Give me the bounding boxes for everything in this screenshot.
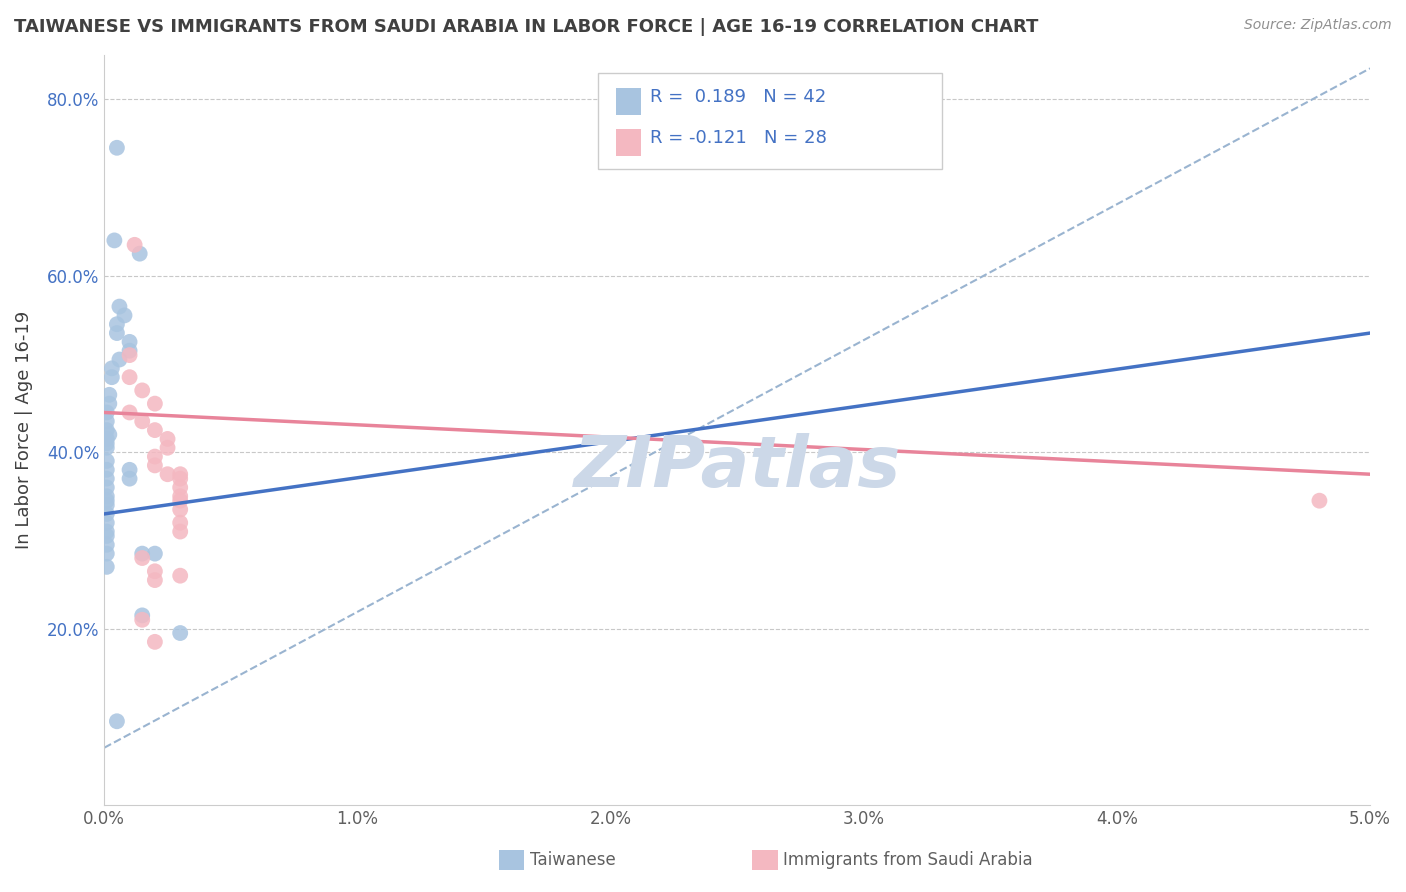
Point (96, 547, 118, 561)
Point (118, 463, 141, 477)
Point (105, 326, 128, 340)
Point (156, 441, 179, 455)
Point (105, 317, 128, 331)
Point (101, 361, 124, 376)
Point (98, 427, 121, 442)
Text: Immigrants from Saudi Arabia: Immigrants from Saudi Arabia (783, 851, 1033, 869)
Point (143, 635, 166, 649)
Point (118, 370, 141, 384)
Point (105, 714, 128, 729)
Point (108, 352, 131, 367)
Point (169, 568, 191, 582)
Point (118, 348, 141, 362)
Point (131, 551, 153, 566)
Point (118, 343, 141, 358)
Point (96, 441, 118, 455)
Point (96, 524, 118, 539)
Point (118, 405, 141, 419)
Point (143, 450, 166, 464)
Point (96, 480, 118, 494)
Point (131, 384, 153, 398)
Point (169, 467, 191, 482)
Point (96, 432, 118, 446)
Point (169, 493, 191, 508)
Point (101, 370, 124, 384)
Point (128, 246, 150, 260)
Point (169, 524, 191, 539)
Point (108, 300, 131, 314)
Point (118, 334, 141, 349)
Point (131, 613, 153, 627)
Point (169, 480, 191, 494)
Point (143, 458, 166, 473)
Point (96, 498, 118, 512)
Point (103, 234, 125, 248)
Point (96, 463, 118, 477)
Point (96, 414, 118, 428)
Point (131, 414, 153, 428)
Text: Taiwanese: Taiwanese (530, 851, 616, 869)
Point (96, 559, 118, 574)
Text: R = -0.121   N = 28: R = -0.121 N = 28 (650, 129, 827, 147)
Point (156, 432, 179, 446)
Point (143, 564, 166, 578)
Point (96, 507, 118, 521)
Text: TAIWANESE VS IMMIGRANTS FROM SAUDI ARABIA IN LABOR FORCE | AGE 16-19 CORRELATION: TAIWANESE VS IMMIGRANTS FROM SAUDI ARABI… (14, 18, 1039, 36)
Point (114, 309, 136, 323)
Point (131, 547, 153, 561)
Point (96, 454, 118, 468)
Text: ZIPatlas: ZIPatlas (574, 434, 901, 502)
Point (124, 237, 146, 252)
Point (96, 538, 118, 552)
Point (169, 489, 191, 503)
Point (169, 472, 191, 486)
Point (169, 516, 191, 530)
Point (131, 608, 153, 623)
Point (96, 436, 118, 450)
Point (1308, 493, 1330, 508)
Point (156, 467, 179, 482)
Point (96, 529, 118, 543)
Y-axis label: In Labor Force | Age 16-19: In Labor Force | Age 16-19 (15, 311, 32, 549)
Point (169, 502, 191, 516)
Point (98, 388, 121, 402)
Point (96, 516, 118, 530)
Point (96, 489, 118, 503)
Point (143, 573, 166, 587)
Text: Source: ZipAtlas.com: Source: ZipAtlas.com (1244, 18, 1392, 32)
Point (105, 141, 128, 155)
Point (96, 493, 118, 508)
Point (96, 472, 118, 486)
Point (118, 472, 141, 486)
Point (96, 405, 118, 419)
Point (143, 397, 166, 411)
Point (98, 397, 121, 411)
Point (143, 423, 166, 437)
Point (143, 547, 166, 561)
Text: R =  0.189   N = 42: R = 0.189 N = 42 (650, 88, 825, 106)
Point (96, 423, 118, 437)
Point (169, 626, 191, 640)
